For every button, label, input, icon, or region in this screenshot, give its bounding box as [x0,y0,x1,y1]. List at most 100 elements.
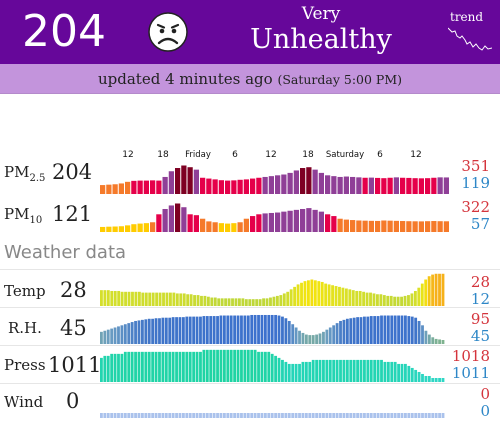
press-bar [151,351,155,382]
pm25-bar [181,165,187,194]
pm25-bar [293,170,299,194]
temp-bar [162,292,165,306]
temp-bar [313,280,317,306]
wind-bar [366,413,370,418]
wind-bar [294,413,298,418]
wind-bar [427,413,431,418]
press-bar [212,349,216,382]
pm10-bar [268,212,274,232]
pm25-bar [412,178,418,194]
wind-bar [417,413,421,418]
wind-bar [229,413,233,418]
press-bar [205,349,209,382]
rh-bar [164,317,168,344]
pm25-bar [162,176,168,194]
press-bar [298,363,301,382]
temp-bar [148,292,152,306]
press-bar [219,349,223,382]
pm25-bar [437,177,443,194]
press-bar [352,359,356,382]
temp-bar [410,293,414,306]
temp-bar [103,290,107,306]
press-bar [441,378,445,382]
wind-bar [277,413,281,418]
temp-bar [203,295,207,306]
pm25-minmax: 351 119 [461,158,490,192]
pm25-chart [100,165,449,194]
wind-bar [311,413,315,418]
rh-bar [137,320,141,344]
temp-bar [382,295,386,306]
press-bar [117,353,120,382]
rh-bar [335,323,339,344]
rh-bar [134,320,137,344]
press-bar [318,359,322,382]
temp-bar [348,289,352,306]
wind-bar [400,413,404,418]
pm10-bar [218,223,224,232]
rh-bar [352,317,356,344]
wind-bar [407,413,411,418]
pm25-bar [325,175,331,194]
temp-bar [238,298,241,306]
press-max: 1018 [451,347,490,365]
pm25-bar [243,179,249,194]
pm10-bar [150,222,156,232]
press-bar [397,363,400,382]
temp-label: Temp [4,282,46,300]
temp-bar [362,291,366,306]
rh-bar [397,315,400,344]
temp-bar [351,290,355,306]
press-bar [127,351,131,382]
temp-bar [307,280,310,306]
press-bar [147,351,151,382]
pm10-bar [400,221,406,232]
press-bar [110,353,114,382]
time-tick: 12 [265,150,277,160]
press-bar [253,349,257,382]
press-bar [209,349,213,382]
pm25-bar [250,178,256,194]
pm10-bar [275,212,281,232]
row-divider [0,269,500,270]
rh-bar [390,315,394,344]
press-bar [158,351,161,382]
pm25-bar [112,184,118,194]
rh-bar [110,328,114,344]
wind-bar [154,413,158,418]
pm10-bar [443,221,449,232]
press-bar [113,353,117,382]
wind-bar [188,413,192,418]
press-chart [100,349,445,382]
temp-bar [251,299,255,306]
wind-bar [359,413,363,418]
rh-bar [308,335,312,344]
pm25-bar [387,177,393,194]
temp-bar [131,291,134,306]
trend-button[interactable]: trend [440,6,496,56]
rh-bar [154,318,158,344]
wind-bar [178,413,182,418]
press-bar [410,367,414,382]
temp-bar [241,298,245,306]
pm10-bar [368,220,374,232]
temp-bar [110,290,114,306]
wind-bar [287,413,291,418]
pm10-bar [106,226,112,232]
temp-chart [100,273,445,306]
pm25-bar [300,168,306,194]
wind-bar [414,413,418,418]
press-bar [130,351,134,382]
press-bar [240,349,243,382]
pm10-bar [156,214,162,232]
pm10-bar [375,220,381,232]
rh-bar [291,324,295,344]
rh-max: 95 [470,310,490,328]
temp-bar [213,297,217,306]
press-bar [243,349,247,382]
temp-bar [438,273,441,306]
press-bar [192,351,196,382]
pm25-bar [406,177,412,194]
wind-bar [192,413,196,418]
wind-bar [246,413,250,418]
